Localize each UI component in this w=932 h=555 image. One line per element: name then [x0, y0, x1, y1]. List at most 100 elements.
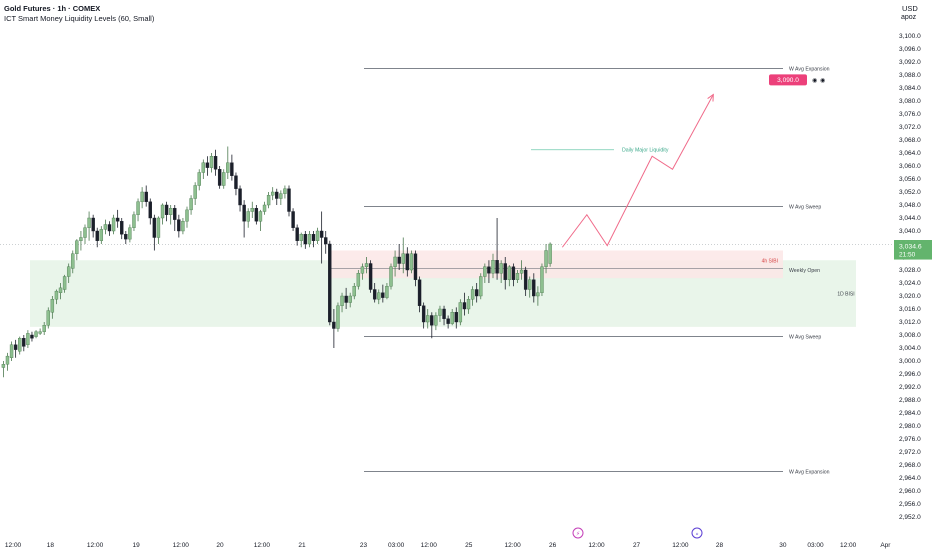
candle[interactable] — [107, 221, 112, 236]
candle[interactable] — [532, 273, 536, 303]
candle[interactable] — [344, 287, 348, 309]
candle[interactable] — [393, 250, 397, 277]
candle[interactable] — [360, 263, 365, 280]
candle[interactable] — [405, 247, 410, 277]
candle[interactable] — [291, 208, 295, 231]
candle[interactable] — [417, 276, 422, 313]
candle[interactable] — [303, 231, 308, 249]
candle[interactable] — [540, 263, 544, 297]
candle[interactable] — [75, 239, 79, 261]
candle[interactable] — [156, 216, 161, 244]
currency-label[interactable]: USD — [902, 4, 918, 13]
candle[interactable] — [258, 209, 263, 231]
candle[interactable] — [336, 302, 340, 332]
candle[interactable] — [111, 214, 116, 235]
candle[interactable] — [470, 286, 475, 306]
candle[interactable] — [238, 185, 242, 212]
candle[interactable] — [499, 260, 503, 283]
candle[interactable] — [434, 312, 438, 331]
candle[interactable] — [466, 296, 471, 314]
candle[interactable] — [124, 231, 128, 244]
candle[interactable] — [164, 201, 169, 222]
candle[interactable] — [528, 276, 532, 298]
candle[interactable] — [381, 284, 385, 303]
candle[interactable] — [479, 273, 483, 300]
candle[interactable] — [287, 185, 291, 217]
candle[interactable] — [46, 307, 50, 329]
event-marker-icon[interactable] — [572, 527, 584, 539]
candle[interactable] — [160, 203, 165, 225]
candle[interactable] — [226, 146, 230, 180]
candle[interactable] — [507, 265, 512, 287]
candle[interactable] — [332, 309, 336, 348]
candle[interactable] — [356, 270, 361, 290]
candle[interactable] — [201, 159, 206, 180]
candle[interactable] — [103, 219, 108, 235]
candle[interactable] — [1, 361, 6, 378]
candle[interactable] — [266, 192, 271, 209]
candle[interactable] — [511, 263, 516, 287]
candle[interactable] — [372, 283, 377, 303]
candle[interactable] — [377, 289, 381, 305]
candle[interactable] — [152, 214, 157, 251]
target-badge[interactable] — [769, 74, 807, 86]
candle[interactable] — [193, 182, 197, 205]
candle[interactable] — [173, 205, 177, 231]
candle[interactable] — [279, 190, 283, 205]
candle[interactable] — [91, 214, 95, 238]
candle[interactable] — [413, 250, 418, 287]
candle[interactable] — [62, 274, 67, 293]
candle[interactable] — [295, 224, 299, 246]
candle[interactable] — [5, 352, 10, 371]
candle[interactable] — [250, 201, 254, 218]
candle[interactable] — [389, 263, 393, 290]
candle[interactable] — [438, 305, 442, 322]
candle[interactable] — [83, 224, 87, 245]
candle[interactable] — [185, 206, 189, 228]
candle[interactable] — [462, 292, 467, 316]
candle[interactable] — [99, 226, 104, 244]
candle[interactable] — [352, 283, 356, 300]
candle[interactable] — [397, 244, 401, 270]
candle[interactable] — [364, 257, 369, 274]
event-marker-icon[interactable] — [691, 527, 703, 539]
candle[interactable] — [38, 328, 42, 336]
candle[interactable] — [217, 166, 222, 189]
candle[interactable] — [181, 218, 185, 235]
candle[interactable] — [430, 312, 434, 339]
candle[interactable] — [168, 205, 173, 225]
candle[interactable] — [177, 214, 181, 238]
candle[interactable] — [340, 292, 344, 313]
indicator-title[interactable]: ICT Smart Money Liquidity Levels (60, Sm… — [4, 14, 155, 23]
candle[interactable] — [491, 253, 495, 279]
candle[interactable] — [548, 242, 552, 267]
candle[interactable] — [95, 227, 99, 248]
candle[interactable] — [234, 172, 238, 196]
candle[interactable] — [209, 153, 214, 173]
candle[interactable] — [270, 187, 275, 201]
candle[interactable] — [442, 305, 446, 326]
candle[interactable] — [319, 211, 324, 264]
candle[interactable] — [136, 198, 140, 222]
candle[interactable] — [519, 260, 524, 280]
candle[interactable] — [120, 218, 124, 240]
candle[interactable] — [79, 231, 83, 251]
candle[interactable] — [348, 292, 352, 308]
candle[interactable] — [487, 260, 491, 283]
candle[interactable] — [58, 283, 63, 300]
candle[interactable] — [426, 309, 430, 329]
candle[interactable] — [9, 341, 14, 362]
candle[interactable] — [401, 237, 405, 274]
candle[interactable] — [495, 218, 499, 280]
candle[interactable] — [328, 240, 332, 326]
candle[interactable] — [262, 201, 267, 215]
candle[interactable] — [115, 209, 120, 228]
candle[interactable] — [13, 339, 18, 358]
candle[interactable] — [230, 154, 234, 181]
candle[interactable] — [26, 330, 30, 348]
candle[interactable] — [205, 156, 210, 176]
candle[interactable] — [132, 211, 136, 232]
candle[interactable] — [454, 307, 458, 329]
candle[interactable] — [421, 302, 426, 329]
